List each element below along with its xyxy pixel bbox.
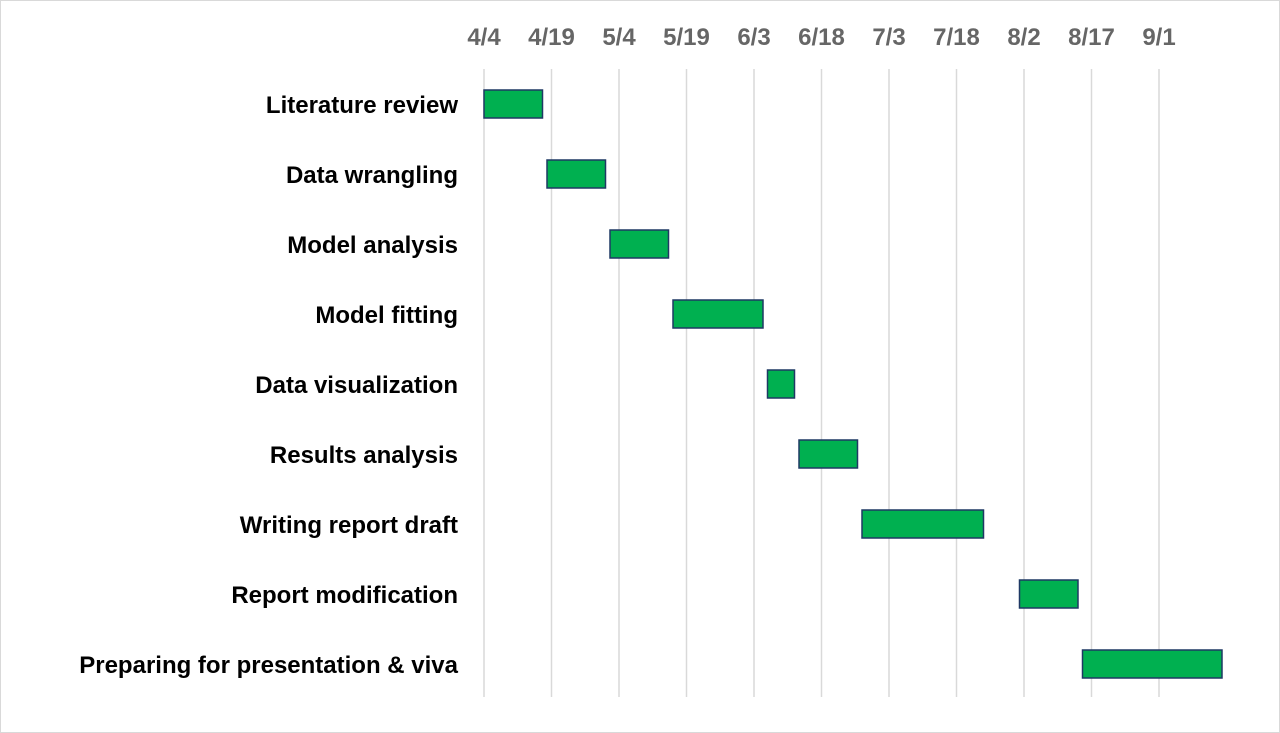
- task-bar: [1018, 579, 1079, 609]
- x-tick-label: 7/3: [872, 24, 905, 51]
- x-tick-label: 8/17: [1068, 24, 1115, 51]
- task-label: Data visualization: [255, 372, 458, 399]
- task-bar: [798, 439, 859, 469]
- x-axis-tick-labels: 4/4 4/19 5/4 5/19 6/3 6/18 7/3 7/18 8/2 8/17 9/1: [467, 24, 1175, 51]
- task-bar: [672, 299, 764, 329]
- task-label: Model fitting: [315, 302, 458, 329]
- task-bars: [483, 89, 1223, 679]
- x-tick-label: 9/1: [1142, 24, 1175, 51]
- x-tick-label: 5/4: [602, 24, 636, 51]
- x-tick-label: 6/3: [737, 24, 770, 51]
- task-labels: Literature review Data wrangling Model ana…: [79, 92, 458, 679]
- x-tick-label: 4/4: [467, 24, 501, 51]
- task-label: Model analysis: [287, 232, 458, 259]
- task-bar: [609, 229, 670, 259]
- x-tick-label: 4/19: [528, 24, 575, 51]
- task-bar: [483, 89, 544, 119]
- task-label: Preparing for presentation & viva: [79, 652, 458, 679]
- task-label: Writing report draft: [240, 512, 458, 539]
- x-tick-label: 5/19: [663, 24, 710, 51]
- task-bar: [546, 159, 607, 189]
- task-label: Results analysis: [270, 442, 458, 469]
- task-bar: [1081, 649, 1223, 679]
- task-bar: [766, 369, 796, 399]
- x-tick-label: 6/18: [798, 24, 845, 51]
- x-tick-label: 8/2: [1007, 24, 1040, 51]
- task-label: Report modification: [231, 582, 458, 609]
- task-label: Data wrangling: [286, 162, 458, 189]
- task-label: Literature review: [266, 92, 458, 119]
- x-tick-label: 7/18: [933, 24, 980, 51]
- task-bar: [861, 509, 985, 539]
